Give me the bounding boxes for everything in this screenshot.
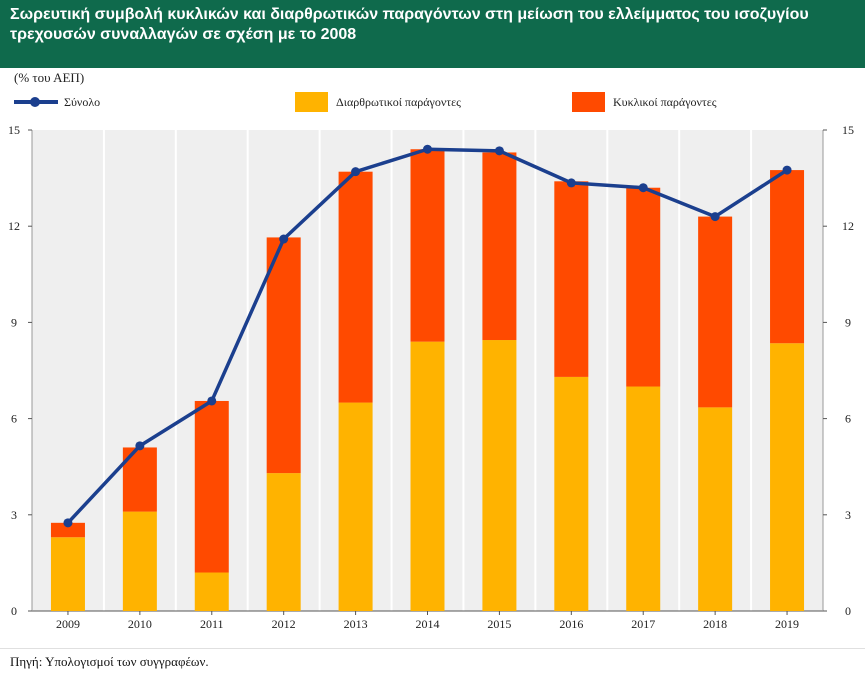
x-tick-label: 2019 [775, 617, 799, 631]
x-tick-label: 2009 [56, 617, 80, 631]
y-tick-label-right: 0 [845, 604, 851, 618]
y-tick-label-left: 15 [8, 123, 20, 137]
stacked-bar-chart: 0 0 3 3 6 6 9 9 12 12 15 15 2009 2010 2011 2012 2013 2014… [8, 123, 854, 631]
chart-header: Σωρευτική συμβολή κυκλικών και διαρθρωτι… [0, 0, 865, 68]
y-tick-label-right: 9 [845, 315, 851, 329]
x-tick-label: 2015 [487, 617, 511, 631]
x-tick-label: 2018 [703, 617, 727, 631]
legend-item-total: Σύνολο [14, 88, 100, 116]
bar-structural [698, 407, 733, 611]
y-tick-label-right: 3 [845, 508, 851, 522]
bar-cyclical [482, 152, 517, 341]
x-tick-label: 2012 [272, 617, 296, 631]
y-tick-label-right: 15 [842, 123, 854, 137]
bar-structural [194, 572, 229, 611]
total-point [423, 144, 432, 154]
total-point [63, 518, 73, 528]
legend-line-marker [14, 97, 58, 107]
x-tick-label: 2010 [128, 617, 152, 631]
footer-divider [0, 648, 865, 649]
total-point [566, 178, 576, 188]
bar-structural [266, 473, 301, 611]
total-point [638, 183, 648, 193]
bar-cyclical [50, 522, 85, 538]
bar-cyclical [194, 400, 229, 573]
x-tick-label: 2011 [200, 617, 224, 631]
chart-title: Σωρευτική συμβολή κυκλικών και διαρθρωτι… [10, 6, 809, 43]
bar-structural [410, 341, 445, 611]
legend-label-structural: Διαρθρωτικοί παράγοντες [336, 94, 461, 109]
y-tick-label-left: 12 [8, 219, 20, 233]
legend-swatch-structural [295, 92, 328, 112]
bar-cyclical [410, 149, 445, 342]
y-tick-label-left: 3 [11, 508, 17, 522]
total-point [494, 146, 504, 156]
bar-cyclical [338, 171, 373, 403]
legend-item-structural: Διαρθρωτικοί παράγοντες [295, 88, 461, 116]
legend: Σύνολο Διαρθρωτικοί παράγοντες Κυκλικοί … [0, 88, 865, 118]
bar-structural [554, 376, 589, 611]
bar-cyclical [626, 187, 661, 387]
total-point [207, 396, 217, 406]
bar-structural [50, 537, 85, 611]
legend-label-cyclical: Κυκλικοί παράγοντες [613, 94, 717, 109]
y-tick-label-left: 9 [11, 315, 17, 329]
bar-cyclical [698, 216, 733, 408]
bar-structural [338, 402, 373, 611]
x-tick-label: 2017 [631, 617, 655, 631]
source-note: Πηγή: Υπολογισμοί των συγγραφέων. [10, 654, 209, 669]
total-point [279, 234, 289, 244]
x-tick-label: 2013 [344, 617, 368, 631]
bar-structural [626, 386, 661, 611]
y-tick-label-left: 6 [11, 412, 17, 426]
bar-cyclical [770, 170, 805, 344]
legend-label-total: Σύνολο [64, 94, 101, 109]
x-tick-label: 2014 [416, 617, 440, 631]
bar-structural [770, 343, 805, 611]
total-point [710, 212, 720, 222]
y-tick-label-right: 6 [845, 412, 851, 426]
total-point [135, 441, 145, 451]
unit-label: (% του ΑΕΠ) [14, 70, 85, 85]
y-tick-label-right: 12 [842, 219, 854, 233]
bar-structural [122, 511, 157, 611]
legend-item-cyclical: Κυκλικοί παράγοντες [572, 88, 717, 116]
y-tick-label-left: 0 [11, 604, 17, 618]
total-point [351, 167, 361, 177]
total-point [782, 165, 792, 175]
x-tick-label: 2016 [559, 617, 583, 631]
bar-cyclical [554, 181, 589, 377]
bar-cyclical [266, 237, 301, 474]
bar-structural [482, 340, 517, 611]
legend-swatch-cyclical [572, 92, 605, 112]
